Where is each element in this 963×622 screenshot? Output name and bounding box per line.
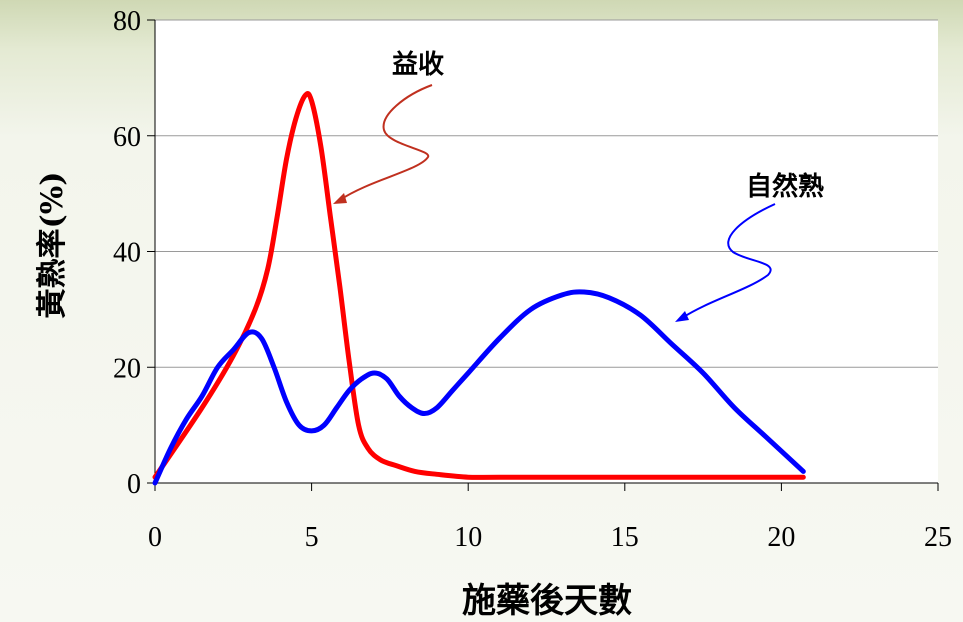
gridlines — [155, 19, 938, 368]
x-tick-label: 5 — [305, 522, 319, 553]
tick-labels: 0 20 40 60 80 0 5 10 15 20 25 — [113, 6, 952, 553]
axes — [147, 19, 939, 491]
series-line-ziranshu — [152, 289, 806, 486]
series-line-yishou — [152, 91, 806, 480]
x-tick-label: 20 — [767, 522, 795, 553]
y-tick-label: 20 — [113, 353, 141, 384]
x-axis-title: 施藥後天數 — [462, 581, 632, 621]
y-tick-label: 60 — [113, 122, 141, 153]
series-lines — [152, 91, 806, 486]
y-axis-title: 黃熟率(%) — [35, 172, 70, 319]
y-tick-label: 0 — [127, 469, 141, 500]
y-tick-label: 80 — [113, 6, 141, 37]
annotation-yishou-label: 益收 — [392, 50, 444, 80]
x-tick-label: 10 — [454, 522, 482, 553]
annotation-ziranshu-label: 自然熟 — [746, 171, 824, 202]
y-tick-label: 40 — [113, 238, 141, 269]
x-tick-label: 15 — [611, 522, 639, 553]
annotation-arrow-red — [333, 84, 433, 204]
annotation-arrow-blue — [675, 203, 776, 322]
x-tick-label: 25 — [924, 522, 952, 553]
x-tick-label: 0 — [148, 522, 162, 553]
